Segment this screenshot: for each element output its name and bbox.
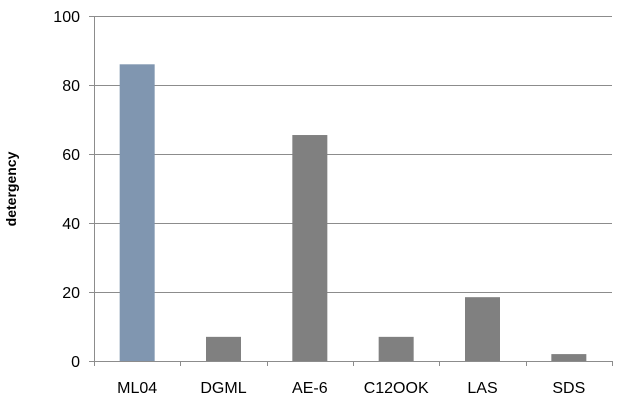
bar-las	[465, 297, 500, 361]
y-axis-label: detergency	[3, 151, 19, 226]
y-tick-label: 0	[71, 354, 80, 371]
bars	[119, 64, 587, 362]
x-tick-label: LAS	[467, 380, 497, 397]
gridlines	[94, 16, 612, 293]
bar-dgml	[206, 336, 241, 361]
x-tick-label: ML04	[117, 380, 157, 397]
y-tick-labels: 0 20 40 60 80 100	[53, 9, 80, 371]
bar-sds	[551, 354, 587, 361]
x-tick-label: AE-6	[292, 380, 328, 397]
x-tick-label: C12OOK	[364, 380, 429, 397]
y-tick-label: 60	[62, 147, 80, 164]
bar-c12ook	[378, 336, 414, 361]
x-tick-labels: ML04 DGML AE-6 C12OOK LAS SDS	[117, 380, 585, 397]
y-tick-label: 20	[62, 285, 80, 302]
y-tick-label: 100	[53, 9, 80, 26]
y-tick-label: 40	[62, 216, 80, 233]
y-tick-label: 80	[62, 78, 80, 95]
bar-ml04	[119, 64, 155, 362]
x-tick-label: DGML	[200, 380, 246, 397]
bar-ae-6	[292, 135, 328, 361]
x-tick-label: SDS	[552, 380, 585, 397]
axes	[89, 16, 613, 366]
